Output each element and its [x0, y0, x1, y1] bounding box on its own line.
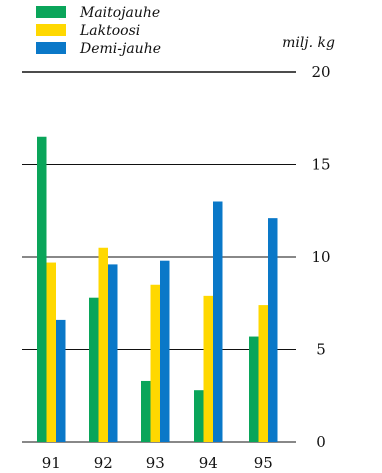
legend-swatch-1: [36, 6, 66, 18]
bar-92-series-1: [89, 297, 99, 442]
x-tick-94: 94: [199, 454, 218, 472]
x-tick-labels: 91 92 93 94 95: [42, 454, 273, 472]
bar-95-series-3: [268, 218, 278, 442]
bar-91-series-1: [37, 136, 47, 442]
y-tick-15: 15: [311, 156, 330, 174]
bars: [37, 136, 278, 442]
y-tick-20: 20: [311, 63, 330, 81]
x-tick-92: 92: [94, 454, 113, 472]
y-tick-5: 5: [316, 341, 326, 359]
legend-label-3: Demi-jauhe: [79, 41, 161, 57]
y-tick-labels: 0 5 10 15 20: [311, 63, 330, 451]
legend-label-1: Maitojauhe: [79, 5, 160, 21]
legend-swatch-3: [36, 42, 66, 54]
bar-91-series-2: [46, 262, 56, 442]
y-tick-0: 0: [316, 433, 326, 451]
bar-94-series-3: [213, 201, 223, 442]
bar-92-series-3: [108, 264, 118, 442]
bar-95-series-1: [249, 336, 259, 442]
bar-91-series-3: [56, 319, 66, 442]
y-tick-10: 10: [311, 248, 330, 266]
bar-94-series-2: [203, 295, 213, 442]
x-tick-95: 95: [254, 454, 273, 472]
bar-93-series-3: [160, 260, 170, 442]
legend: Maitojauhe Laktoosi Demi-jauhe: [36, 5, 161, 57]
x-tick-91: 91: [42, 454, 61, 472]
unit-label: milj. kg: [282, 35, 335, 51]
bar-93-series-2: [150, 284, 160, 442]
legend-label-2: Laktoosi: [79, 23, 140, 39]
bar-92-series-2: [98, 247, 108, 442]
bar-93-series-1: [141, 380, 151, 442]
x-tick-93: 93: [146, 454, 165, 472]
bar-94-series-1: [194, 390, 204, 442]
legend-swatch-2: [36, 24, 66, 36]
bar-95-series-2: [258, 305, 268, 442]
